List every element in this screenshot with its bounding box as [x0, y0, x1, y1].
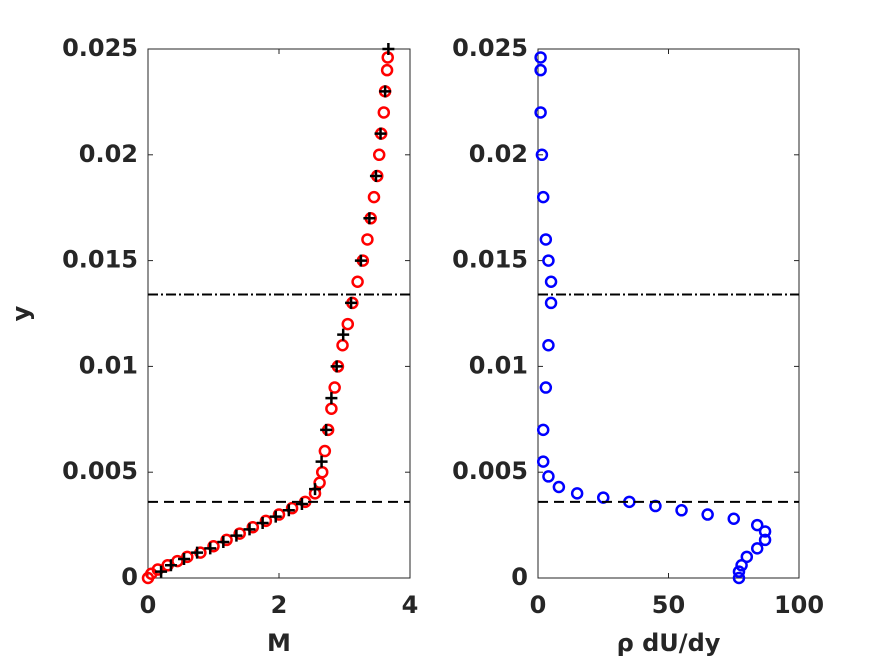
x-tick-label: 50 [652, 591, 685, 619]
circle-marker [361, 233, 374, 246]
y-tick-label: 0.01 [469, 351, 528, 379]
plus-marker [369, 169, 382, 182]
plus-marker [256, 516, 269, 529]
circle-marker [380, 63, 394, 77]
circle-marker [181, 550, 194, 564]
circle-marker [735, 559, 748, 572]
plus-marker [330, 360, 343, 373]
circle-marker [534, 106, 547, 119]
y-tick-label: 0.015 [452, 246, 528, 274]
y-tick-label: 0.005 [452, 457, 528, 485]
y-tick-label: 0 [511, 563, 528, 591]
y-tick-label: 0.025 [452, 34, 528, 62]
x-tick-label: 4 [402, 591, 419, 619]
circle-marker [740, 550, 754, 564]
plus-marker [295, 497, 308, 510]
x-tick-label: 0 [140, 591, 157, 619]
circle-marker [535, 148, 549, 162]
circle-marker [272, 508, 286, 521]
circle-marker [536, 423, 550, 437]
circle-marker [285, 501, 299, 515]
circle-marker [220, 533, 233, 547]
plus-marker [325, 392, 338, 405]
circle-marker [328, 381, 341, 394]
plus-marker [382, 43, 395, 55]
circle-marker [701, 508, 714, 521]
circle-marker [732, 571, 746, 585]
circle-marker [539, 233, 553, 246]
circle-marker [534, 63, 547, 77]
plus-marker [309, 483, 322, 496]
circle-marker [151, 563, 165, 576]
y-tick-label: 0.025 [62, 34, 138, 62]
circle-marker [675, 504, 688, 517]
plus-marker [217, 536, 230, 549]
y-axis-label: y [7, 305, 35, 321]
plus-marker [363, 212, 376, 225]
circle-marker [750, 542, 764, 555]
circle-marker [318, 444, 332, 458]
x-tick-label: 100 [774, 591, 824, 619]
circle-marker [544, 296, 558, 310]
plus-marker [374, 127, 387, 140]
plus-marker [269, 510, 282, 523]
y-tick-label: 0.005 [62, 457, 138, 485]
circle-marker [539, 381, 553, 394]
plus-marker [204, 542, 217, 555]
x-axis-label: ρ dU/dy [617, 629, 721, 657]
circle-marker [233, 527, 246, 540]
y-tick-label: 0.02 [79, 140, 138, 168]
plus-marker [243, 523, 256, 536]
y-tick-label: 0.015 [62, 246, 138, 274]
circle-marker [732, 565, 746, 578]
circle-marker [341, 317, 355, 331]
circle-marker [758, 525, 772, 538]
circle-marker [750, 518, 764, 532]
circle-marker [570, 487, 584, 500]
plus-marker [282, 504, 295, 517]
circle-marker [259, 514, 273, 528]
plot-area [147, 48, 411, 579]
y-tick-label: 0 [121, 563, 138, 591]
plus-marker [164, 559, 177, 572]
circle-marker [727, 512, 740, 526]
plus-marker [320, 423, 333, 436]
plus-marker [354, 254, 367, 267]
circle-marker [552, 480, 566, 494]
circle-marker [542, 254, 555, 267]
plus-marker [345, 296, 358, 309]
plus-marker [230, 529, 243, 542]
circle-marker [367, 190, 381, 204]
plus-marker [315, 455, 328, 468]
circle-marker [534, 51, 547, 64]
x-tick-label: 0 [530, 591, 547, 619]
circle-marker [207, 540, 220, 553]
plus-marker [191, 546, 204, 559]
y-tick-label: 0.01 [79, 351, 138, 379]
circle-marker [536, 190, 550, 204]
x-tick-label: 2 [271, 591, 288, 619]
y-tick-label: 0.02 [469, 140, 528, 168]
plus-marker [178, 552, 191, 565]
circle-marker [544, 275, 558, 289]
circle-marker [536, 455, 550, 468]
plus-marker [379, 85, 392, 98]
circle-marker [351, 275, 364, 289]
circle-marker [246, 520, 260, 534]
circle-marker [372, 148, 386, 162]
plus-marker [337, 328, 350, 341]
circle-marker [542, 338, 555, 352]
circle-marker [377, 106, 391, 119]
circle-marker [758, 533, 772, 547]
x-axis-label: M [267, 629, 291, 657]
plus-marker [155, 565, 168, 578]
circle-marker [171, 554, 184, 568]
circle-marker [542, 470, 555, 483]
